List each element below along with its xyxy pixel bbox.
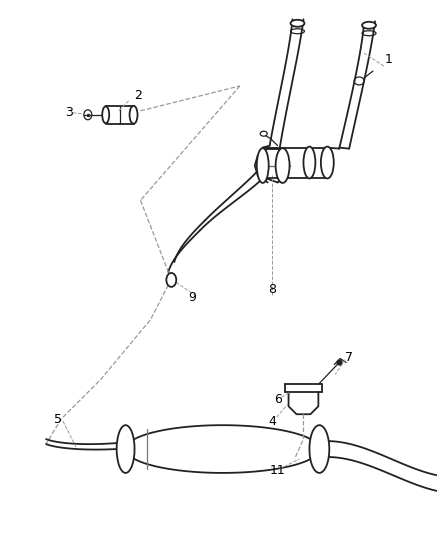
Ellipse shape: [304, 147, 315, 179]
Text: 4: 4: [269, 415, 276, 427]
Ellipse shape: [290, 20, 304, 27]
Text: 2: 2: [134, 90, 142, 102]
Ellipse shape: [130, 106, 138, 124]
Text: 11: 11: [270, 464, 286, 478]
Text: 8: 8: [268, 284, 276, 296]
Text: 1: 1: [385, 53, 393, 66]
Text: 7: 7: [345, 351, 353, 364]
Text: 5: 5: [54, 413, 62, 426]
Text: 6: 6: [274, 393, 282, 406]
Text: 3: 3: [65, 106, 73, 119]
Text: 9: 9: [188, 292, 196, 304]
Ellipse shape: [321, 147, 334, 179]
Ellipse shape: [309, 425, 329, 473]
Ellipse shape: [276, 148, 290, 183]
Ellipse shape: [257, 148, 268, 183]
Ellipse shape: [117, 425, 134, 473]
Ellipse shape: [102, 107, 109, 123]
Ellipse shape: [166, 273, 176, 287]
Ellipse shape: [362, 22, 376, 29]
